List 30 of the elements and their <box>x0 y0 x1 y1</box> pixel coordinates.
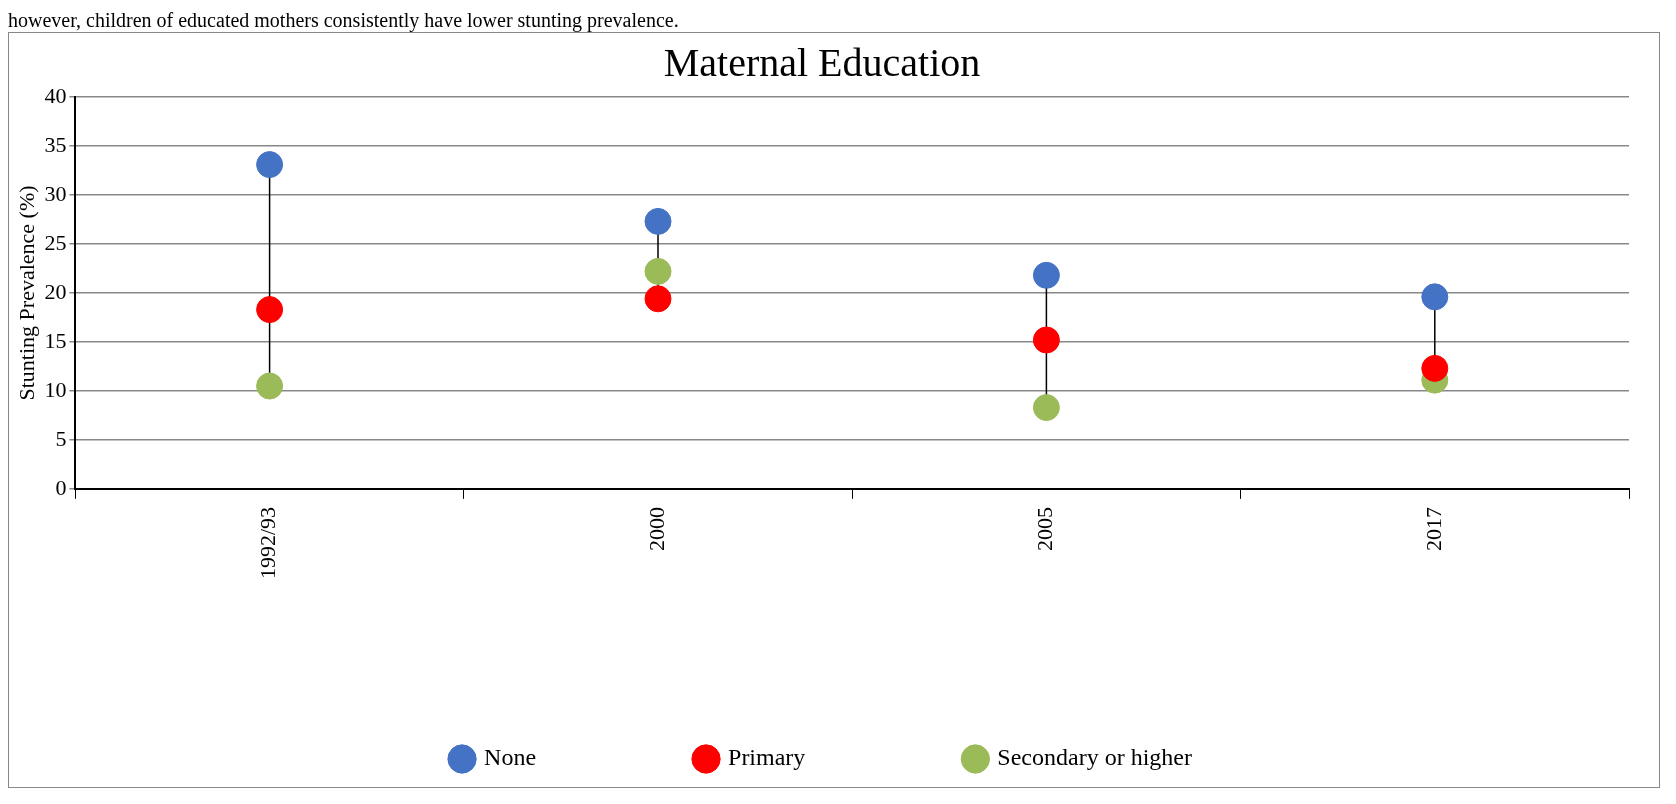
point <box>1032 394 1060 422</box>
x-tick-label: 1992/93 <box>255 506 281 580</box>
point <box>644 207 672 235</box>
y-tick-label: 20 <box>44 278 67 304</box>
chart-title: Maternal Education <box>663 39 981 85</box>
x-tick-label: 2017 <box>1420 506 1446 551</box>
point <box>1032 261 1060 289</box>
y-tick-label: 30 <box>44 180 67 206</box>
point <box>1421 354 1449 382</box>
legend-label: Secondary or higher <box>997 744 1192 771</box>
y-tick-label: 10 <box>44 376 67 402</box>
legend-label: Primary <box>728 744 806 771</box>
point <box>256 296 284 324</box>
point <box>644 285 672 313</box>
point <box>644 257 672 285</box>
legend-label: None <box>484 744 537 771</box>
point <box>1032 326 1060 354</box>
x-tick-label: 2005 <box>1032 506 1058 551</box>
y-tick-label: 15 <box>44 327 67 353</box>
y-tick-label: 0 <box>55 474 67 500</box>
point <box>256 151 284 179</box>
y-tick-label: 25 <box>44 229 67 255</box>
y-tick-label: 35 <box>44 131 67 157</box>
x-tick-label: 2000 <box>643 506 669 551</box>
point <box>1421 283 1449 311</box>
y-tick-label: 5 <box>55 425 67 451</box>
y-axis-title: Stunting Prevalence (%) <box>13 185 39 401</box>
point <box>256 372 284 400</box>
y-tick-label: 40 <box>44 82 67 108</box>
text: however, children of educated mothers consistently have lower stunting prevalence. <box>8 8 680 32</box>
